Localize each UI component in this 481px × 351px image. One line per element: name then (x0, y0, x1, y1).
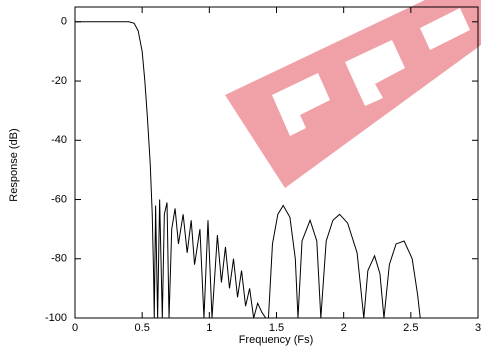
x-tick-label: 0 (72, 322, 78, 334)
watermark (225, 0, 481, 188)
x-tick-label: 2.5 (403, 322, 418, 334)
x-tick-label: 2 (341, 322, 347, 334)
y-tick-label: -40 (51, 134, 67, 146)
y-tick-label: -80 (51, 253, 67, 265)
y-tick-label: -60 (51, 193, 67, 205)
y-tick-label: 0 (61, 16, 67, 28)
x-tick-label: 3 (475, 322, 481, 334)
y-tick-label: -20 (51, 75, 67, 87)
x-tick-label: 0.5 (135, 322, 150, 334)
x-tick-label: 1 (206, 322, 212, 334)
x-axis-label: Frequency (Fs) (239, 334, 314, 346)
y-tick-label: -100 (45, 312, 67, 324)
x-tick-label: 1.5 (269, 322, 284, 334)
plot-frame (74, 6, 479, 319)
y-axis-label: Response (dB) (8, 128, 20, 201)
response-line (75, 21, 421, 318)
